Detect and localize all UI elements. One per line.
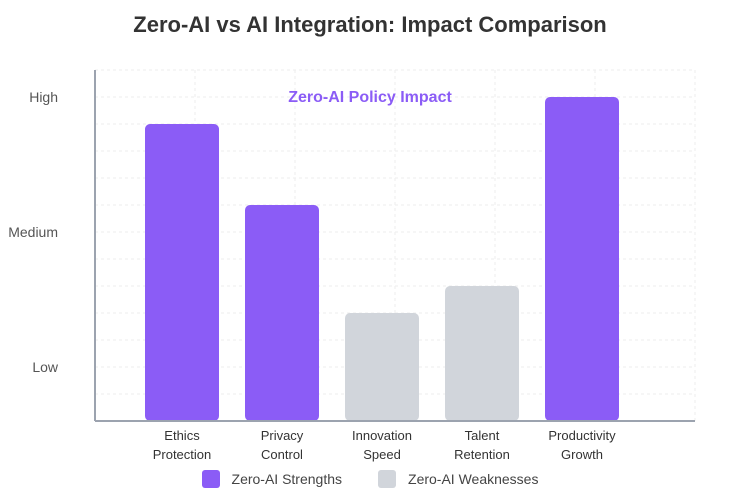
bar	[345, 313, 419, 421]
y-tick-label: Low	[32, 359, 59, 375]
legend-label-strengths: Zero-AI Strengths	[231, 471, 343, 487]
legend-label-weaknesses: Zero-AI Weaknesses	[408, 471, 539, 487]
y-tick-label: High	[29, 89, 58, 105]
legend-item-weaknesses: Zero-AI Weaknesses	[378, 470, 538, 488]
bar	[545, 97, 619, 421]
legend-swatch-strengths	[201, 470, 220, 488]
legend: Zero-AI Strengths Zero-AI Weaknesses	[0, 470, 740, 488]
x-axis-ticks: Ethics Protection Privacy Control Innovation…	[153, 428, 616, 462]
x-tick-label: Talent Retention	[454, 428, 510, 462]
chart-title: Zero-AI vs AI Integration: Impact Compar…	[133, 12, 607, 37]
legend-swatch-weaknesses	[378, 470, 397, 488]
bar	[145, 124, 219, 421]
axes	[94, 70, 695, 422]
legend-item-strengths: Zero-AI Strengths	[201, 470, 343, 488]
bar	[445, 286, 519, 421]
bars	[145, 97, 619, 421]
bar	[245, 205, 319, 421]
x-tick-label: Innovation Speed	[352, 428, 412, 462]
x-tick-label: Ethics Protection	[153, 428, 212, 462]
x-tick-label: Productivity Growth	[548, 428, 616, 462]
x-tick-label: Privacy Control	[261, 428, 304, 462]
chart-subtitle: Zero-AI Policy Impact	[288, 89, 452, 106]
y-tick-label: Medium	[8, 224, 58, 240]
y-axis-ticks: Low Medium High	[8, 89, 59, 375]
